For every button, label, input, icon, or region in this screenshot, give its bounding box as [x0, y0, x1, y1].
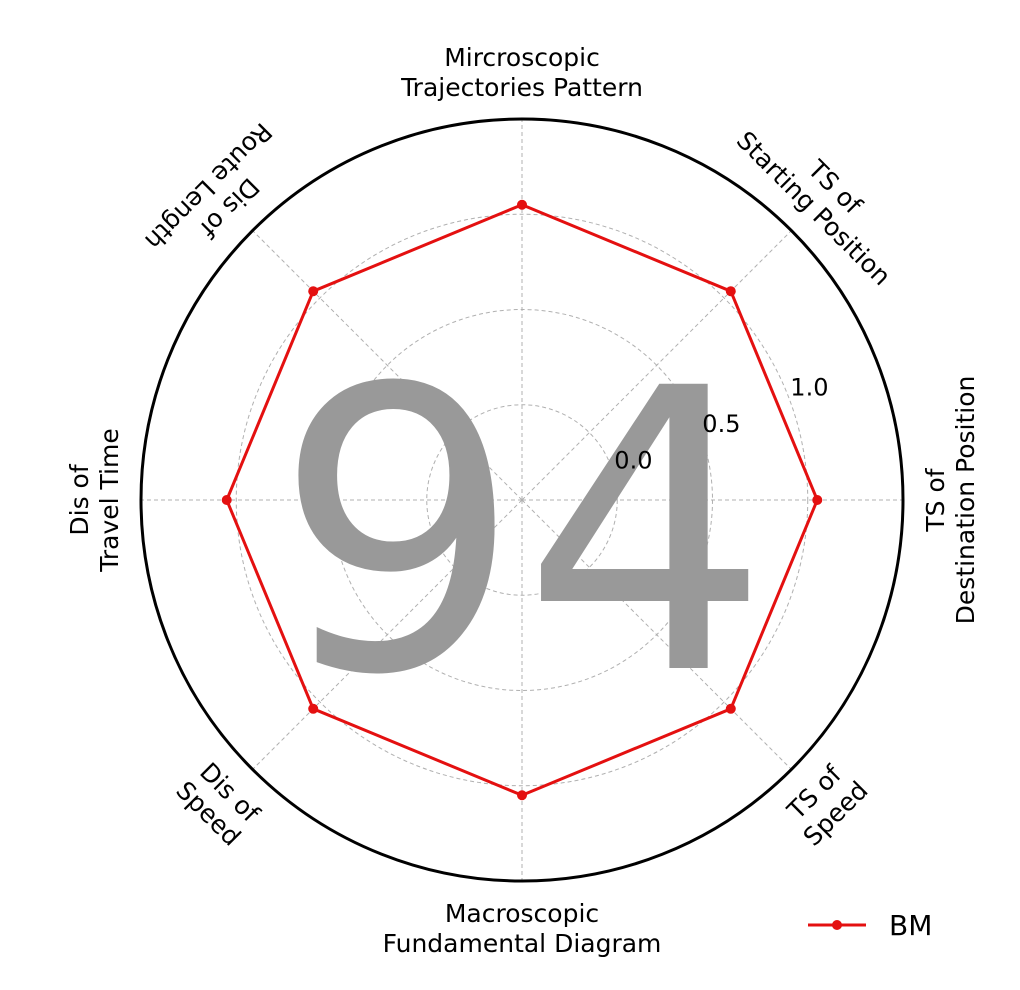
series-layer: [221, 199, 823, 801]
circular-gridline: [331, 309, 713, 691]
category-label-line: Mircroscopic: [444, 43, 600, 72]
category-label-line: Trajectories Pattern: [400, 73, 643, 102]
data-point: [517, 199, 527, 210]
category-label-line: Travel Time: [95, 428, 124, 572]
category-label-line: Fundamental Diagram: [383, 929, 662, 958]
data-point: [308, 286, 319, 297]
polar-frame: [139, 117, 905, 883]
radial-tick-labels: 0.0 0.5 1.0: [614, 374, 828, 475]
legend-marker-swatch: [832, 920, 842, 930]
circular-gridline: [235, 213, 809, 787]
data-point: [221, 495, 232, 505]
category-label-line: TS of: [921, 467, 950, 532]
radial-tick-label: 0.0: [614, 446, 652, 474]
data-point: [308, 703, 319, 714]
radial-gridline: [252, 230, 523, 501]
grid-layer: [139, 117, 905, 883]
data-point: [725, 703, 736, 714]
watermark-number: 94: [274, 306, 770, 760]
category-label-line: Destination Position: [951, 376, 980, 625]
circular-gridline: [426, 404, 618, 596]
radial-tick-label: 1.0: [790, 374, 828, 402]
category-label-line: Dis of: [65, 463, 94, 535]
data-point: [725, 286, 736, 297]
legend: BM: [808, 909, 932, 942]
data-point: [812, 495, 823, 505]
radial-tick-label: 0.5: [702, 410, 740, 438]
category-label: Dis of Travel Time: [65, 428, 124, 572]
category-label-line: Macroscopic: [445, 899, 599, 928]
legend-label: BM: [889, 909, 932, 942]
category-label: TS of Destination Position: [921, 376, 980, 625]
data-point: [517, 790, 527, 801]
